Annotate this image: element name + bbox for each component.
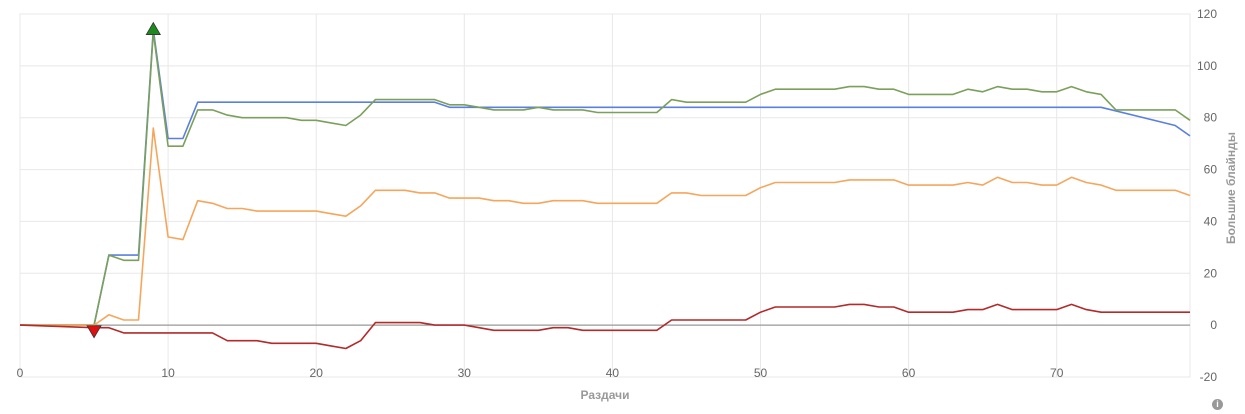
y-tick-label: 120 [1197, 7, 1217, 21]
y-tick-label: 40 [1204, 214, 1218, 228]
peak-marker [145, 21, 161, 35]
y-tick-label: -20 [1200, 370, 1218, 384]
plot-frame [19, 13, 1191, 378]
trough-marker [86, 325, 102, 339]
y-axis-title: Большие блайнды [1224, 132, 1238, 244]
x-tick-label: 50 [754, 366, 768, 380]
x-tick-label: 30 [458, 366, 472, 380]
series-line-1 [20, 28, 1191, 326]
series-line-2 [20, 31, 1191, 326]
y-tick-label: 80 [1204, 111, 1218, 125]
series-lines [19, 28, 1191, 350]
y-axis-ticks: -20 0 20 40 60 80 100 120 [1197, 7, 1217, 384]
x-axis-title: Раздачи [581, 388, 630, 402]
y-tick-label: 60 [1204, 163, 1218, 177]
x-tick-label: 60 [902, 366, 916, 380]
x-tick-label: 20 [310, 366, 324, 380]
y-tick-label: 0 [1210, 318, 1217, 332]
x-tick-label: 10 [161, 366, 175, 380]
info-icon[interactable]: i [1212, 399, 1223, 410]
x-tick-label: 40 [606, 366, 620, 380]
x-tick-label: 0 [17, 366, 24, 380]
extrema-markers [86, 21, 161, 339]
x-tick-label: 70 [1050, 366, 1064, 380]
series-line-4 [19, 303, 1190, 350]
grid-lines [19, 13, 1191, 378]
x-axis-ticks: 0 10 20 30 40 50 60 70 [17, 366, 1064, 380]
y-tick-label: 100 [1197, 59, 1217, 73]
y-tick-label: 20 [1204, 266, 1218, 280]
series-line-3 [20, 127, 1191, 326]
